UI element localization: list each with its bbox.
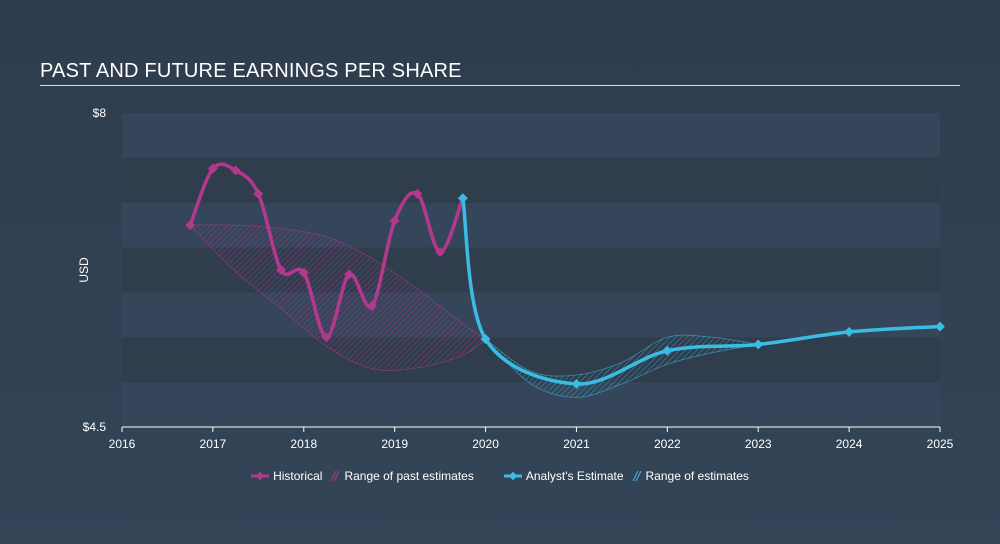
past-range-hatch-icon: [330, 470, 340, 482]
grid-band: [122, 113, 940, 158]
x-tick-label: 2020: [472, 437, 499, 451]
x-tick-label: 2016: [109, 437, 136, 451]
estimate-point: [457, 193, 468, 204]
grid-band: [122, 157, 940, 203]
x-tick-label: 2021: [563, 437, 590, 451]
grid-band: [122, 292, 940, 338]
legend-future-range[interactable]: Range of estimates: [632, 469, 749, 483]
title-divider: [40, 85, 960, 86]
x-tick-label: 2017: [200, 437, 227, 451]
legend-historical-label: Historical: [273, 469, 323, 483]
historical-point: [276, 265, 287, 275]
historical-point: [412, 188, 423, 199]
historical-point: [298, 267, 309, 278]
legend-analyst-estimate[interactable]: Analyst's Estimate: [503, 469, 624, 483]
legend-past-range[interactable]: Range of past estimates: [330, 469, 474, 483]
x-tick-label: 2025: [927, 437, 954, 451]
x-tick-label: 2023: [745, 437, 772, 451]
y-tick-label: $8: [93, 106, 107, 120]
estimate-point: [480, 334, 491, 345]
x-tick-label: 2022: [654, 437, 681, 451]
historical-point: [207, 163, 218, 174]
y-tick-label: $4.5: [83, 420, 107, 434]
legend-future-range-label: Range of estimates: [645, 469, 749, 483]
legend-historical[interactable]: Historical: [251, 469, 322, 483]
legend-past-range-label: Range of past estimates: [344, 469, 474, 483]
y-axis-label: USD: [77, 257, 91, 283]
historical-point: [321, 332, 332, 343]
x-tick-label: 2019: [381, 437, 408, 451]
estimate-point: [844, 326, 855, 337]
grid-band: [122, 382, 940, 427]
historical-point: [389, 215, 400, 226]
historical-point: [344, 269, 355, 280]
estimate-point: [753, 339, 764, 350]
chart-title: PAST AND FUTURE EARNINGS PER SHARE: [40, 60, 462, 82]
x-tick-label: 2018: [290, 437, 317, 451]
x-tick-label: 2024: [836, 437, 863, 451]
historical-line-icon: [251, 471, 270, 481]
estimate-point: [935, 321, 945, 332]
historical-point: [230, 165, 241, 176]
estimate-line-icon: [503, 471, 522, 481]
historical-point: [185, 220, 196, 231]
historical-point: [366, 300, 377, 311]
estimate-point: [571, 378, 582, 389]
historical-point: [253, 188, 264, 199]
chart-legend: Historical Range of past estimates Analy…: [0, 469, 1000, 483]
estimate-point: [662, 345, 673, 356]
historical-point: [435, 247, 446, 258]
future-range-hatch-icon: [632, 470, 641, 482]
legend-analyst-label: Analyst's Estimate: [525, 469, 624, 483]
